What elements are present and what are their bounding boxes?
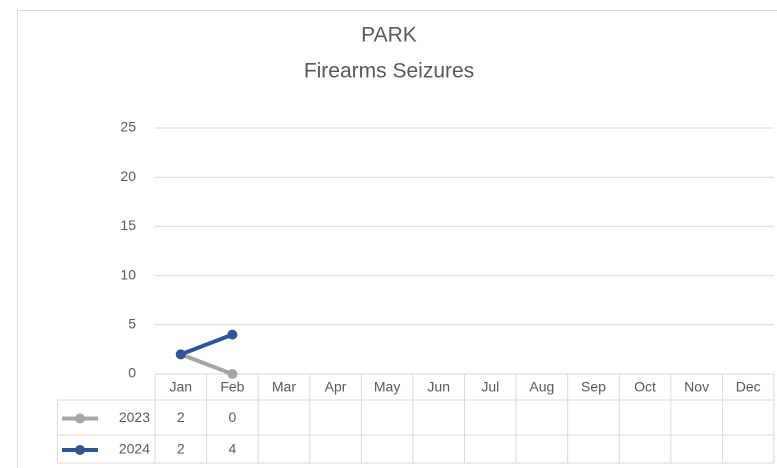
y-tick-label: 10 — [120, 266, 136, 282]
table-value: 4 — [228, 441, 236, 457]
chart-border — [17, 10, 777, 468]
y-tick-label: 5 — [128, 316, 136, 332]
data-point — [175, 349, 186, 360]
table-value: 0 — [228, 409, 236, 425]
table-value: 2 — [177, 441, 185, 457]
y-tick-label: 15 — [120, 217, 136, 233]
y-tick-label: 25 — [120, 119, 136, 135]
x-tick-label: Aug — [529, 379, 554, 395]
x-tick-label: Dec — [736, 379, 761, 395]
x-tick-label: Mar — [272, 379, 296, 395]
y-tick-label: 20 — [120, 168, 136, 184]
chart-title: PARK — [361, 24, 417, 47]
legend-marker — [75, 445, 85, 455]
x-tick-label: Jun — [427, 379, 450, 395]
x-tick-label: Sep — [581, 379, 606, 395]
x-tick-label: Oct — [634, 379, 656, 395]
x-tick-label: May — [374, 379, 400, 395]
legend-label: 2024 — [119, 441, 150, 457]
x-tick-label: Jan — [170, 379, 193, 395]
table-value: 2 — [177, 409, 185, 425]
x-tick-label: Nov — [684, 379, 709, 395]
y-tick-label: 0 — [128, 365, 136, 381]
series-line — [178, 352, 235, 376]
legend-label: 2023 — [119, 409, 150, 425]
data-point — [227, 329, 238, 340]
x-tick-label: Apr — [325, 379, 347, 395]
legend-marker — [75, 413, 85, 424]
x-tick-label: Jul — [481, 379, 499, 395]
x-tick-label: Feb — [220, 379, 244, 395]
data-point — [227, 369, 238, 379]
chart-subtitle: Firearms Seizures — [304, 60, 474, 83]
series-line — [178, 332, 235, 357]
